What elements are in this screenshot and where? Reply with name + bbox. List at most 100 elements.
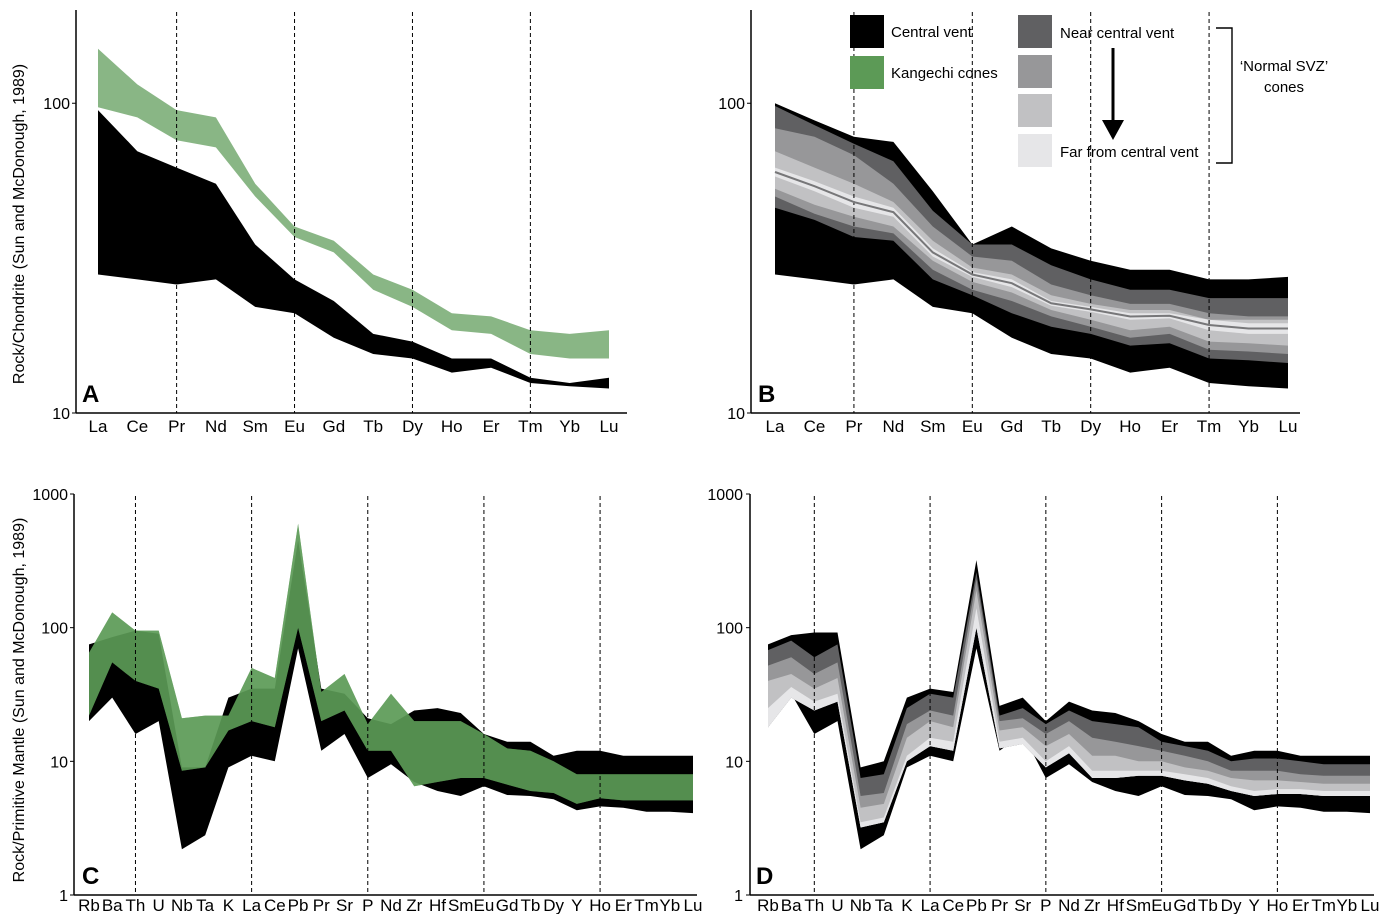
panel-d-xtick-label-21: Y <box>1249 896 1260 914</box>
panel-c-xtick-label-0: Rb <box>78 896 100 914</box>
panel-a-ytick-label-0: 100 <box>43 96 70 113</box>
legend-swatch-grad-3 <box>1018 94 1052 127</box>
panel-b-letter: B <box>758 381 775 408</box>
legend-label-near: Near central vent <box>1060 25 1175 42</box>
panel-c-chart: 1000 100 10 1 Rb Ba Th U Nb Ta K La Ce Pb Pr Sr P Nd Zr Hf S… <box>32 487 702 914</box>
panel-a-xtick-label-13: Lu <box>600 417 619 436</box>
y-axis-label-top: Rock/Chondrite (Sun and McDonough, 1989) <box>11 64 28 384</box>
legend-label-far: Far from central vent <box>1060 144 1199 161</box>
panel-b-xtick-label-2: Pr <box>845 417 862 436</box>
panel-a-xtick-label-6: Gd <box>323 417 346 436</box>
panel-c-xtick-label-25: Yb <box>659 896 680 914</box>
panel-d-xtick-label-3: U <box>831 896 843 914</box>
panel-c-ytick-label-0: 1000 <box>32 487 68 504</box>
panel-a-band-0 <box>98 110 609 389</box>
panel-d-xtick-label-7: La <box>921 896 940 914</box>
panel-d-xtick-label-6: K <box>901 896 913 914</box>
panel-c-xtick-label-19: Tb <box>520 896 540 914</box>
panel-d-xtick-label-16: Sm <box>1126 896 1152 914</box>
panel-c-xtick-label-2: Th <box>126 896 146 914</box>
panel-d-xtick-label-1: Ba <box>781 896 802 914</box>
panel-d-xtick-label-11: Sr <box>1014 896 1031 914</box>
panel-c-xtick-label-7: La <box>242 896 261 914</box>
panel-b-xtick-label-3: Nd <box>883 417 905 436</box>
panel-b-xtick-label-8: Dy <box>1080 417 1101 436</box>
panel-b-ytick-label-1: 10 <box>727 406 745 423</box>
panel-d-xtick-label-12: P <box>1040 896 1051 914</box>
legend-label-central-vent: Central vent <box>891 24 973 41</box>
panel-c-letter: C <box>82 863 99 890</box>
panel-c-xtick-label-15: Hf <box>429 896 446 914</box>
panel-c-xtick-label-26: Lu <box>684 896 703 914</box>
legend-bracket <box>1216 27 1233 164</box>
panel-c-xtick-label-11: Sr <box>336 896 353 914</box>
panel-d-xtick-label-0: Rb <box>757 896 779 914</box>
panel-c-xtick-label-9: Pb <box>288 896 309 914</box>
panel-d-ytick-label-1: 100 <box>716 621 743 638</box>
panel-a-xtick-label-3: Nd <box>205 417 227 436</box>
panel-d-xtick-label-17: Eu <box>1151 896 1172 914</box>
panel-c-xtick-label-20: Dy <box>543 896 564 914</box>
panel-c-xtick-label-23: Er <box>615 896 632 914</box>
legend-swatch-kangechi <box>850 56 884 89</box>
legend-label-kangechi: Kangechi cones <box>891 65 998 82</box>
panel-d-xtick-label-26: Lu <box>1361 896 1380 914</box>
panel-d-chart: 1000 100 10 1 Rb Ba Th U Nb Ta K La Ce Pb Pr Sr P Nd Zr Hf S… <box>707 487 1379 914</box>
panel-b-xtick-label-12: Yb <box>1238 417 1259 436</box>
legend-swatch-central-vent <box>850 15 884 48</box>
panel-c-xtick-label-16: Sm <box>448 896 474 914</box>
panel-c-ytick-label-2: 10 <box>50 754 68 771</box>
legend-normal-svz-line1: ‘Normal SVZ’ <box>1240 58 1328 75</box>
legend-normal-svz-line2: cones <box>1264 79 1304 96</box>
panel-a-xtick-label-12: Yb <box>559 417 580 436</box>
panel-c-xtick-label-13: Nd <box>380 896 402 914</box>
panel-b-chart: 100 10 La Ce Pr Nd Sm Eu Gd Tb Dy Ho Er Tm Yb Lu B <box>718 10 1300 436</box>
panel-a-xtick-label-11: Tm <box>518 417 543 436</box>
panel-c-xtick-label-8: Ce <box>264 896 286 914</box>
panel-b-xtick-label-4: Sm <box>920 417 946 436</box>
panel-d-xtick-label-20: Dy <box>1221 896 1242 914</box>
panel-d-letter: D <box>756 863 773 890</box>
panel-b-xtick-label-0: La <box>766 417 785 436</box>
panel-d-xtick-label-24: Tm <box>1311 896 1336 914</box>
panel-d-xtick-label-9: Pb <box>966 896 987 914</box>
panel-d-band-1 <box>768 572 1370 828</box>
panel-d-xtick-label-8: Ce <box>942 896 964 914</box>
panel-a-xtick-label-2: Pr <box>168 417 185 436</box>
panel-d-xtick-label-5: Ta <box>875 896 894 914</box>
panel-c-xtick-label-1: Ba <box>102 896 123 914</box>
panel-c-xtick-label-18: Gd <box>496 896 519 914</box>
panel-b-xtick-label-7: Tb <box>1041 417 1061 436</box>
legend-swatch-near <box>1018 15 1052 48</box>
panel-a-xtick-label-10: Er <box>483 417 500 436</box>
panel-d-xtick-label-14: Zr <box>1084 896 1100 914</box>
panel-a-chart: 100 10 La Ce Pr Nd Sm Eu Gd Tb Dy Ho Er Tm Yb Lu A <box>43 10 627 436</box>
panel-b-median-line <box>774 171 1288 330</box>
panel-b-band-1 <box>775 106 1288 363</box>
panel-b-ytick-label-0: 100 <box>718 96 745 113</box>
legend: Central vent Kangechi cones Near central… <box>850 15 1328 167</box>
panel-b-xtick-label-6: Gd <box>1000 417 1023 436</box>
panel-c-xtick-label-12: P <box>362 896 373 914</box>
panel-d-xtick-label-4: Nb <box>850 896 872 914</box>
panel-a-xtick-label-4: Sm <box>242 417 268 436</box>
panel-b-xtick-label-5: Eu <box>962 417 983 436</box>
panel-a-xtick-label-0: La <box>89 417 108 436</box>
panel-c-xtick-label-24: Tm <box>634 896 659 914</box>
panel-d-xtick-label-19: Tb <box>1198 896 1218 914</box>
panel-c-xtick-label-4: Nb <box>171 896 193 914</box>
panel-a-xtick-label-1: Ce <box>126 417 148 436</box>
panel-a-xtick-label-5: Eu <box>284 417 305 436</box>
panel-c-xtick-label-14: Zr <box>406 896 422 914</box>
panel-d-xtick-label-13: Nd <box>1058 896 1080 914</box>
panel-c-band-2 <box>89 523 693 804</box>
y-axis-label-bottom: Rock/Primitive Mantle (Sun and McDonough… <box>11 518 28 883</box>
panel-d-xtick-label-15: Hf <box>1107 896 1124 914</box>
panel-d-ytick-label-3: 1 <box>734 888 743 905</box>
panel-c-xtick-label-21: Y <box>571 896 582 914</box>
panel-a-letter: A <box>82 381 99 408</box>
panel-d-xtick-label-10: Pr <box>991 896 1008 914</box>
panel-c-ytick-label-3: 1 <box>59 888 68 905</box>
panel-d-xtick-label-18: Gd <box>1173 896 1196 914</box>
